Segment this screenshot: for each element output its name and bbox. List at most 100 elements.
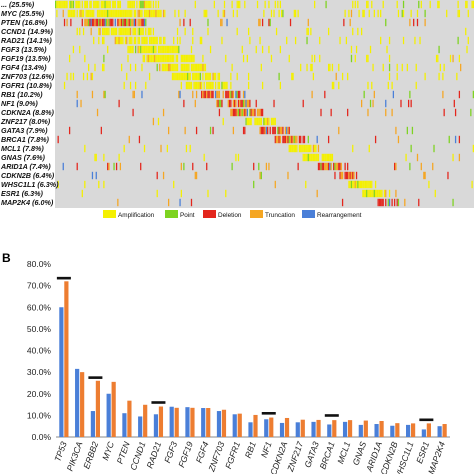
bar-fgf3-series-1 [169, 406, 174, 437]
mutation-cell [302, 99, 304, 108]
mutation-cell [294, 144, 297, 153]
mutation-cell [174, 63, 176, 72]
mutation-cell [292, 144, 294, 153]
mutation-cell [336, 162, 339, 171]
mutation-cell [91, 18, 94, 27]
mutation-cell [251, 108, 254, 117]
mutation-cell [331, 63, 334, 72]
mutation-cell [195, 171, 198, 180]
mutation-cell [146, 0, 148, 9]
bar-ccnd1-series-2 [143, 404, 148, 437]
mutation-cell [324, 162, 326, 171]
mutation-cell [91, 171, 94, 180]
mutation-cell [247, 72, 250, 81]
mutation-cell [287, 126, 289, 135]
mutation-cell [199, 63, 202, 72]
mutation-cell [232, 99, 235, 108]
mutation-cell [140, 162, 142, 171]
mutation-cell [180, 189, 182, 198]
mutation-cell [355, 180, 358, 189]
mutation-cell [195, 72, 198, 81]
mutation-cell [151, 36, 153, 45]
mutation-cell [438, 45, 440, 54]
mutation-cell [190, 81, 193, 90]
mutation-cell [154, 9, 156, 18]
mutation-cell [380, 9, 382, 18]
mutation-cell [326, 162, 328, 171]
bar-fgfr1-series-2 [237, 413, 242, 437]
bar-erbb2-series-1 [90, 411, 95, 437]
mutation-cell [129, 9, 132, 18]
mutation-cell [101, 63, 104, 72]
mutation-cell [394, 198, 396, 207]
mutation-cell [171, 45, 174, 54]
mutation-cell [132, 45, 134, 54]
mutation-cell [206, 9, 208, 18]
mutation-cell [237, 90, 240, 99]
reference-mark-nf1 [261, 412, 276, 415]
mutation-cell [249, 108, 251, 117]
mutation-cell [100, 126, 102, 135]
mutation-cell [335, 72, 337, 81]
mutation-cell [213, 72, 215, 81]
mutation-cell [207, 81, 209, 90]
mutation-cell [377, 198, 379, 207]
mutation-cell [249, 99, 251, 108]
mutation-cell [363, 9, 365, 18]
mutation-cell [220, 99, 222, 108]
bar-pten-series-2 [127, 400, 132, 437]
mutation-cell [221, 81, 223, 90]
mutation-cell [278, 135, 280, 144]
mutation-cell [127, 18, 129, 27]
mutation-cell [288, 135, 290, 144]
bar-myc-series-1 [106, 393, 111, 437]
mutation-cell [150, 36, 152, 45]
mutation-cell [222, 9, 224, 18]
mutation-cell [140, 0, 142, 9]
bar-fgf4-series-2 [206, 408, 211, 437]
bar-tp53-series-1 [59, 307, 64, 437]
mutation-cell [456, 72, 458, 81]
mutation-cell [397, 135, 400, 144]
mutation-cell [101, 0, 104, 9]
mutation-cell [307, 27, 309, 36]
mutation-cell [241, 45, 243, 54]
mutation-cell [103, 27, 105, 36]
mutation-cell [244, 126, 246, 135]
mutation-cell [222, 117, 224, 126]
mutation-cell [287, 135, 289, 144]
mutation-cell [341, 171, 344, 180]
mutation-cell [260, 171, 262, 180]
mutation-cell [137, 27, 139, 36]
bar-rad21-series-2 [158, 406, 164, 437]
mutation-cell [327, 162, 330, 171]
mutation-cell [458, 135, 461, 144]
mutation-cell [434, 189, 436, 198]
mutation-cell [121, 36, 123, 45]
mutation-cell [339, 36, 341, 45]
mutation-cell [359, 180, 361, 189]
mutation-cell [314, 0, 316, 9]
mutation-cell [209, 90, 212, 99]
mutation-cell [335, 162, 337, 171]
mutation-cell [382, 63, 384, 72]
mutation-cell [156, 189, 158, 198]
mutation-cell [98, 180, 100, 189]
mutation-cell [156, 54, 158, 63]
mutation-cell [361, 99, 363, 108]
mutation-cell [168, 54, 170, 63]
mutation-cell [288, 126, 290, 135]
mutation-cell [366, 54, 368, 63]
mutation-cell [160, 9, 162, 18]
mutation-cell [68, 9, 71, 18]
mutation-cell [316, 189, 318, 198]
mutation-cell [330, 108, 332, 117]
mutation-cell [65, 0, 67, 9]
mutation-cell [128, 36, 130, 45]
mutation-cell [361, 27, 363, 36]
mutation-cell [173, 63, 175, 72]
mutation-cell [151, 9, 153, 18]
mutation-cell [307, 153, 309, 162]
mutation-cell [429, 0, 431, 9]
mutation-cell [117, 198, 119, 207]
